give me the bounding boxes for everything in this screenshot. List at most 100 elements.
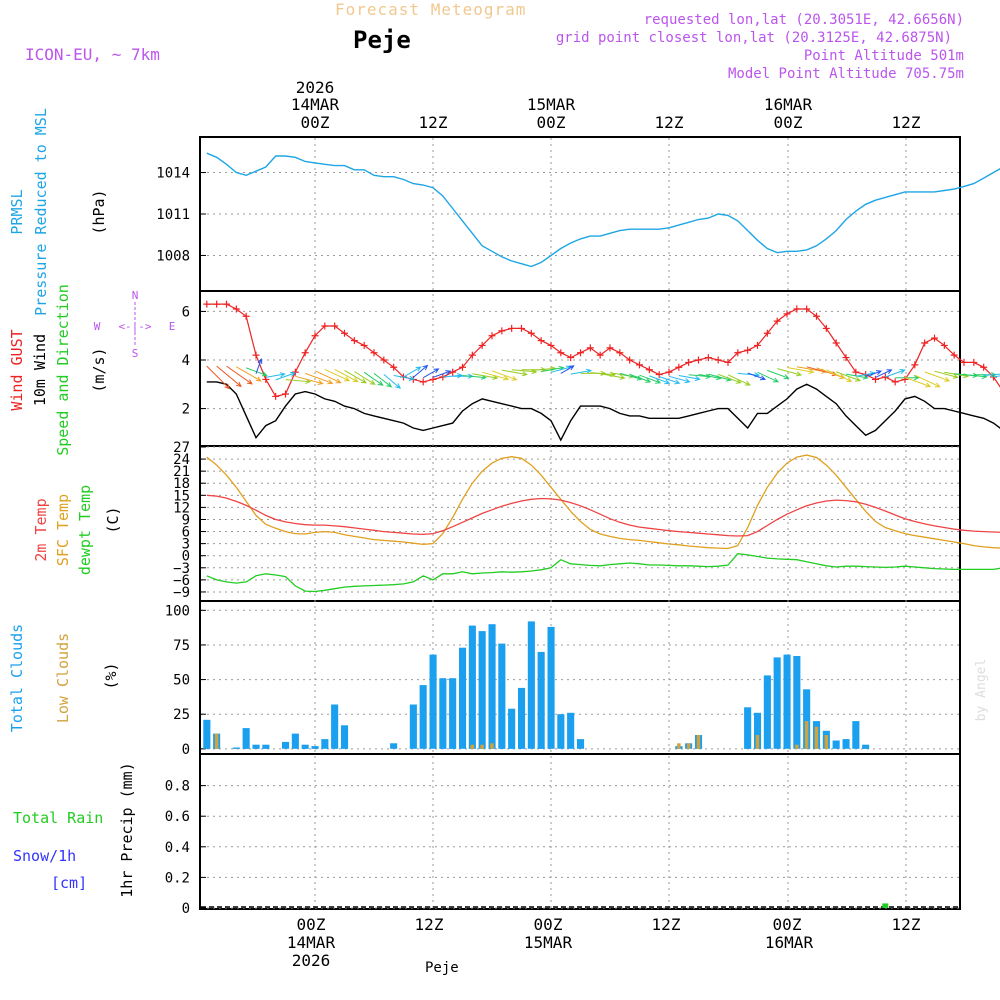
wind-gust-marker xyxy=(449,368,457,376)
total-cloud-bar xyxy=(754,712,762,749)
temp-ytick-label: 24 xyxy=(173,452,190,468)
wind-direction-arrow xyxy=(344,369,367,384)
wind-gust-marker xyxy=(380,356,388,364)
wind-gust-marker xyxy=(213,300,221,308)
wind-direction-arrow xyxy=(295,375,324,385)
wind-gust-line xyxy=(206,303,1000,398)
wind-10m-line xyxy=(206,381,1000,442)
point-altitude: Point Altitude 501m xyxy=(804,48,964,64)
low-cloud-bar xyxy=(824,735,829,749)
wind-direction-arrow xyxy=(373,373,393,388)
wind-gust-marker xyxy=(931,334,938,342)
wind-gust-marker xyxy=(724,358,732,366)
wind-direction-arrow xyxy=(668,375,691,384)
wind-gust-marker xyxy=(459,363,466,371)
wind-gust-marker xyxy=(645,366,653,374)
wind-gust-marker xyxy=(783,310,791,318)
total-cloud-bar xyxy=(301,744,309,749)
wind-gust-marker xyxy=(301,349,309,357)
cloud-ytick-label: 100 xyxy=(165,603,190,619)
wind-direction-arrow xyxy=(678,375,701,382)
label-total-rain: Total Rain xyxy=(13,809,103,827)
temp-ytick-label: 18 xyxy=(173,476,190,492)
wind-gust-marker xyxy=(626,356,634,364)
wind-direction-arrow xyxy=(904,376,932,388)
low-cloud-bar xyxy=(677,743,681,749)
wind-direction-arrow xyxy=(826,369,853,382)
wind-direction-arrow xyxy=(570,368,593,375)
wind-gust-marker xyxy=(606,344,614,352)
wind-gust-marker xyxy=(508,324,516,332)
temp-ytick-label: 15 xyxy=(173,488,190,504)
precip-ytick-label: 0 xyxy=(182,901,190,917)
wind-direction-arrow xyxy=(403,366,422,378)
wind-direction-arrow xyxy=(531,366,557,372)
wind-gust-marker xyxy=(832,339,840,347)
wind-gust-marker xyxy=(370,349,378,357)
wind-direction-arrow xyxy=(491,370,518,381)
wind-direction-arrow xyxy=(501,369,528,377)
cloud-ytick-label: 25 xyxy=(173,707,190,723)
wind-gust-marker xyxy=(272,392,280,400)
location-title: Peje xyxy=(353,26,411,54)
temp-panel-frame xyxy=(199,445,961,602)
wind-gust-marker xyxy=(803,305,811,313)
precip-ytick-label: 0.2 xyxy=(165,870,190,886)
bottom-day-1: 14MAR xyxy=(287,933,336,952)
wind-gust-marker xyxy=(291,368,299,376)
label-total-clouds: Total Clouds xyxy=(8,624,26,732)
wind-gust-marker xyxy=(636,361,643,369)
wind-direction-arrow xyxy=(924,371,951,382)
wind-gust-marker xyxy=(813,312,820,320)
wind-gust-marker xyxy=(419,378,427,386)
wind-direction-arrow xyxy=(334,368,359,383)
wind-direction-arrow xyxy=(865,370,883,378)
wind-direction-arrow xyxy=(432,370,452,378)
wind-direction-arrow xyxy=(324,368,351,382)
total-cloud-bar xyxy=(842,739,850,749)
bottom-tick-2: 12Z xyxy=(415,915,444,934)
temp-ytick-label: 3 xyxy=(182,537,190,553)
wind-direction-arrow xyxy=(649,375,671,385)
total-cloud-bar xyxy=(409,704,417,749)
wind-gust-marker xyxy=(970,358,978,366)
temp-ytick-label: 27 xyxy=(173,440,190,456)
bottom-day-2: 15MAR xyxy=(524,933,573,952)
precip-plot: 0 0.2 0.4 0.6 0.8 xyxy=(165,779,959,917)
compass-s: S xyxy=(132,347,139,360)
top-tick-2: 12Z xyxy=(419,113,448,132)
rain-bar xyxy=(882,903,889,908)
total-cloud-bar xyxy=(429,654,437,749)
wind-gust-marker xyxy=(468,351,476,359)
temp-ytick-label: 9 xyxy=(182,512,190,528)
wind-direction-arrow xyxy=(422,368,440,379)
low-cloud-bar xyxy=(696,735,701,749)
total-cloud-bar xyxy=(852,721,860,749)
wind-direction-arrow xyxy=(412,364,429,378)
total-cloud-bar xyxy=(488,624,496,749)
label-speed-direction: Speed and Direction xyxy=(54,284,72,456)
wind-gust-marker xyxy=(488,332,496,340)
bottom-tick-6: 12Z xyxy=(892,915,921,934)
wind-direction-arrow xyxy=(639,374,662,384)
precip-ytick-label: 0.6 xyxy=(165,809,190,825)
temp-ytick-label: −3 xyxy=(173,561,190,577)
wind-gust-marker xyxy=(567,354,575,362)
vertical-gridlines xyxy=(314,138,907,908)
wind-gust-marker xyxy=(537,337,545,345)
requested-coords: requested lon,lat (20.3051E, 42.6656N) xyxy=(644,12,964,28)
low-cloud-bar xyxy=(755,735,760,749)
cloud-ytick-label: 75 xyxy=(173,638,190,654)
wind-gust-marker xyxy=(350,337,358,345)
wind-direction-arrow xyxy=(786,367,815,374)
wind-direction-arrow xyxy=(836,371,862,382)
wind-gust-marker xyxy=(478,341,486,349)
pressure-line xyxy=(206,152,1000,268)
top-year: 2026 xyxy=(296,78,335,97)
wind-gust-marker xyxy=(360,341,368,349)
wind-direction-arrow xyxy=(777,368,803,377)
total-cloud-bar xyxy=(203,719,211,749)
wind-gust-marker xyxy=(252,351,260,359)
label-low-clouds: Low Clouds xyxy=(54,633,72,723)
total-cloud-bar xyxy=(341,725,349,749)
